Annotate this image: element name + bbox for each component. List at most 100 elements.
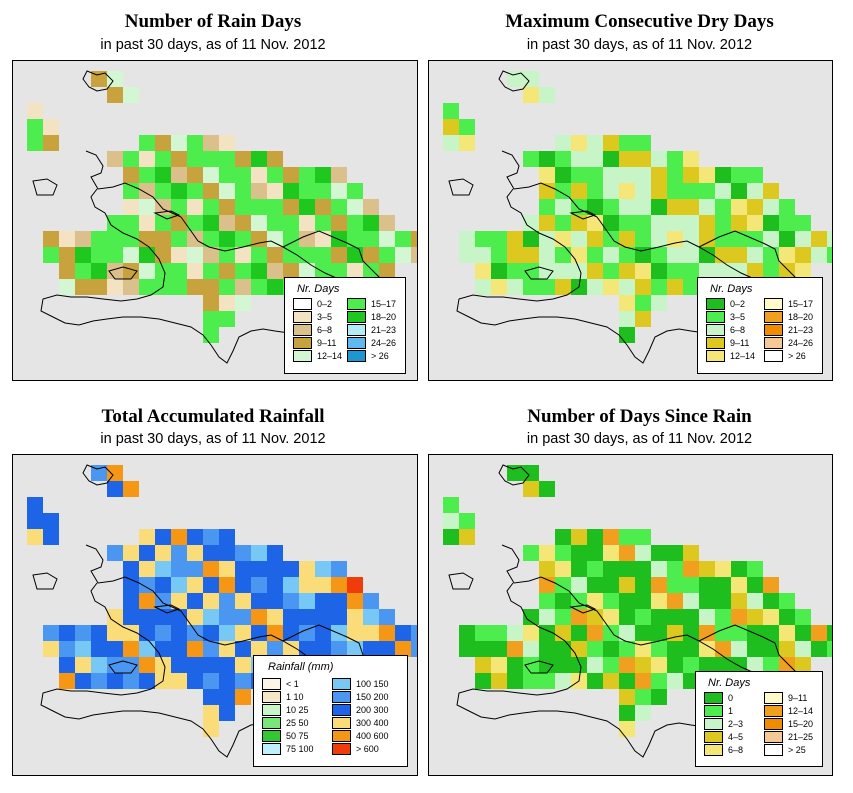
grid-cell	[235, 593, 251, 609]
legend-label: > 26	[371, 351, 389, 361]
grid-cell	[587, 673, 603, 689]
grid-cell	[299, 577, 315, 593]
grid-cell	[283, 577, 299, 593]
grid-cell	[507, 625, 523, 641]
grid-cell	[299, 183, 315, 199]
grid-cell	[139, 167, 155, 183]
grid-cell	[603, 135, 619, 151]
grid-cell	[475, 279, 491, 295]
grid-cell	[587, 167, 603, 183]
grid-cell	[603, 215, 619, 231]
grid-cell	[299, 167, 315, 183]
grid-cell	[587, 593, 603, 609]
grid-cell	[187, 609, 203, 625]
grid-cell	[363, 215, 379, 231]
grid-cell	[123, 151, 139, 167]
grid-cell	[155, 167, 171, 183]
grid-cell	[219, 673, 235, 689]
legend-swatch	[764, 718, 783, 730]
grid-cell	[251, 167, 267, 183]
grid-cell	[411, 231, 417, 247]
grid-cell	[603, 151, 619, 167]
grid-cell	[203, 279, 219, 295]
grid-cell	[107, 657, 123, 673]
grid-cell	[715, 247, 731, 263]
islets-outline	[82, 464, 114, 486]
grid-cell	[187, 529, 203, 545]
grid-cell	[107, 87, 123, 103]
grid-cell	[123, 87, 139, 103]
grid-cell	[443, 529, 459, 545]
grid-cell	[283, 183, 299, 199]
legend-swatch	[293, 298, 312, 310]
grid-cell	[507, 279, 523, 295]
grid-cell	[139, 231, 155, 247]
grid-cell	[107, 625, 123, 641]
tortuga-island-outline	[153, 210, 181, 220]
grid-cell	[235, 295, 251, 311]
grid-cell	[171, 135, 187, 151]
grid-cell	[139, 199, 155, 215]
grid-cell	[683, 215, 699, 231]
grid-cell	[619, 279, 635, 295]
grid-cell	[683, 199, 699, 215]
grid-cell	[699, 183, 715, 199]
grid-cell	[123, 593, 139, 609]
grid-cell	[635, 561, 651, 577]
grid-cell	[187, 151, 203, 167]
grid-cell	[331, 593, 347, 609]
grid-cell	[731, 625, 747, 641]
grid-cell	[635, 135, 651, 151]
grid-cell	[603, 561, 619, 577]
grid-cell	[651, 689, 667, 705]
grid-cell	[699, 561, 715, 577]
grid-cell	[315, 561, 331, 577]
grid-cell	[459, 247, 475, 263]
grid-cell	[251, 577, 267, 593]
grid-cell	[443, 103, 459, 119]
grid-cell	[283, 263, 299, 279]
grid-cell	[523, 545, 539, 561]
grid-cell	[635, 311, 651, 327]
grid-cell	[619, 705, 635, 721]
grid-cell	[507, 263, 523, 279]
grid-cell	[251, 625, 267, 641]
grid-cell	[267, 215, 283, 231]
grid-cell	[187, 625, 203, 641]
grid-cell	[715, 167, 731, 183]
grid-cell	[299, 625, 315, 641]
grid-cell	[43, 119, 59, 135]
grid-cell	[475, 625, 491, 641]
grid-cell	[683, 625, 699, 641]
legend-swatch	[293, 311, 312, 323]
grid-cell	[203, 673, 219, 689]
grid-cell	[667, 609, 683, 625]
grid-cell	[555, 673, 571, 689]
legend-title: Nr. Days	[297, 283, 340, 295]
grid-cell	[587, 151, 603, 167]
grid-cell	[251, 641, 267, 657]
grid-cell	[587, 215, 603, 231]
grid-cell	[619, 673, 635, 689]
grid-cell	[187, 231, 203, 247]
grid-cell	[779, 247, 795, 263]
grid-cell	[75, 657, 91, 673]
grid-cell	[795, 625, 811, 641]
grid-cell	[187, 641, 203, 657]
grid-cell	[235, 263, 251, 279]
grid-cell	[347, 609, 363, 625]
grid-cell	[635, 183, 651, 199]
grid-cell	[571, 545, 587, 561]
legend-title: Rainfall (mm)	[268, 661, 334, 673]
grid-cell	[187, 279, 203, 295]
grid-cell	[267, 577, 283, 593]
legend-swatch	[332, 678, 351, 690]
grid-cell	[203, 657, 219, 673]
grid-cell	[779, 625, 795, 641]
grid-cell	[251, 199, 267, 215]
grid-cell	[651, 577, 667, 593]
grid-cell	[283, 167, 299, 183]
grid-cell	[187, 561, 203, 577]
legend-swatch	[764, 350, 783, 362]
legend-swatch	[764, 311, 783, 323]
